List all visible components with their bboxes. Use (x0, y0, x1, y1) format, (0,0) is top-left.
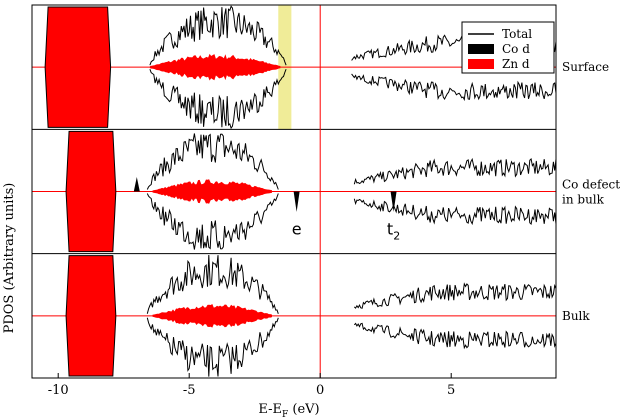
annotation-e: e (292, 219, 302, 238)
panel-surface (32, 5, 557, 130)
x-axis-label: E-EF (eV) (258, 402, 319, 420)
total-dos-down-curve (353, 198, 557, 226)
x-tick-label: -5 (183, 383, 196, 398)
legend-swatch-fill (468, 59, 494, 69)
legend-swatch-fill (468, 44, 494, 54)
annotation-subscript: 2 (393, 229, 400, 242)
zn-d-valence-fill (149, 53, 281, 81)
annotation-main-text: e (292, 219, 302, 238)
total-dos-down-curve (146, 193, 279, 250)
total-dos-up-curve (353, 157, 557, 185)
x-axis-label-subscript: F (282, 410, 288, 420)
panel-label-bulk: Bulk (562, 309, 590, 323)
zn-d-semicore-block (65, 255, 117, 377)
panel-label-line: Co defect (562, 178, 620, 192)
zn-d-valence-fill (152, 304, 272, 328)
total-dos-down-curve (149, 69, 287, 130)
x-tick-label: 5 (447, 383, 455, 398)
y-axis-label: PDOS (Arbitrary units) (2, 183, 17, 334)
legend-label: Zn d (502, 57, 530, 71)
co-d-peak (133, 176, 140, 192)
axes-layer: -10 -5 0 5 (48, 373, 455, 398)
zn-d-valence-fill (152, 179, 272, 204)
legend-label: Total (502, 27, 532, 41)
total-dos-down-curve (351, 73, 557, 102)
x-axis-label-unit: (eV) (288, 402, 319, 417)
co-d-peak (293, 191, 300, 212)
x-axis-label-main: E-E (258, 402, 282, 417)
plot-border (31, 4, 557, 379)
panel-co-defect-in-bulk: e t2 (32, 130, 557, 253)
panel-label-line: Bulk (562, 309, 590, 323)
zn-d-semicore-block (44, 6, 112, 128)
panel-label-surface: Surface (562, 60, 609, 74)
total-dos-down-curve (146, 317, 279, 377)
panels-layer: e t2 (32, 5, 557, 378)
plot-frame (31, 4, 557, 379)
x-tick-label: 0 (316, 383, 324, 398)
total-dos-up-curve (146, 254, 279, 314)
annotation-t2: t2 (387, 219, 400, 242)
panel-label-line: Surface (562, 60, 609, 74)
total-dos-down-curve (353, 322, 557, 350)
zn-d-semicore-block (65, 130, 117, 253)
total-dos-up-curve (149, 5, 287, 66)
annotation-main-text: t (387, 219, 393, 238)
legend-label: Co d (502, 42, 530, 56)
panel-labels: Surface Co defect in bulk Bulk (562, 60, 620, 323)
panel-label-co-defect-in-bulk: Co defect in bulk (562, 178, 620, 207)
panel-label-line: in bulk (562, 193, 605, 207)
co-d-peak (390, 191, 397, 212)
total-dos-up-curve (146, 133, 279, 190)
panel-bulk (32, 254, 557, 377)
total-dos-up-curve (353, 282, 557, 309)
x-tick-label: -10 (48, 383, 69, 398)
